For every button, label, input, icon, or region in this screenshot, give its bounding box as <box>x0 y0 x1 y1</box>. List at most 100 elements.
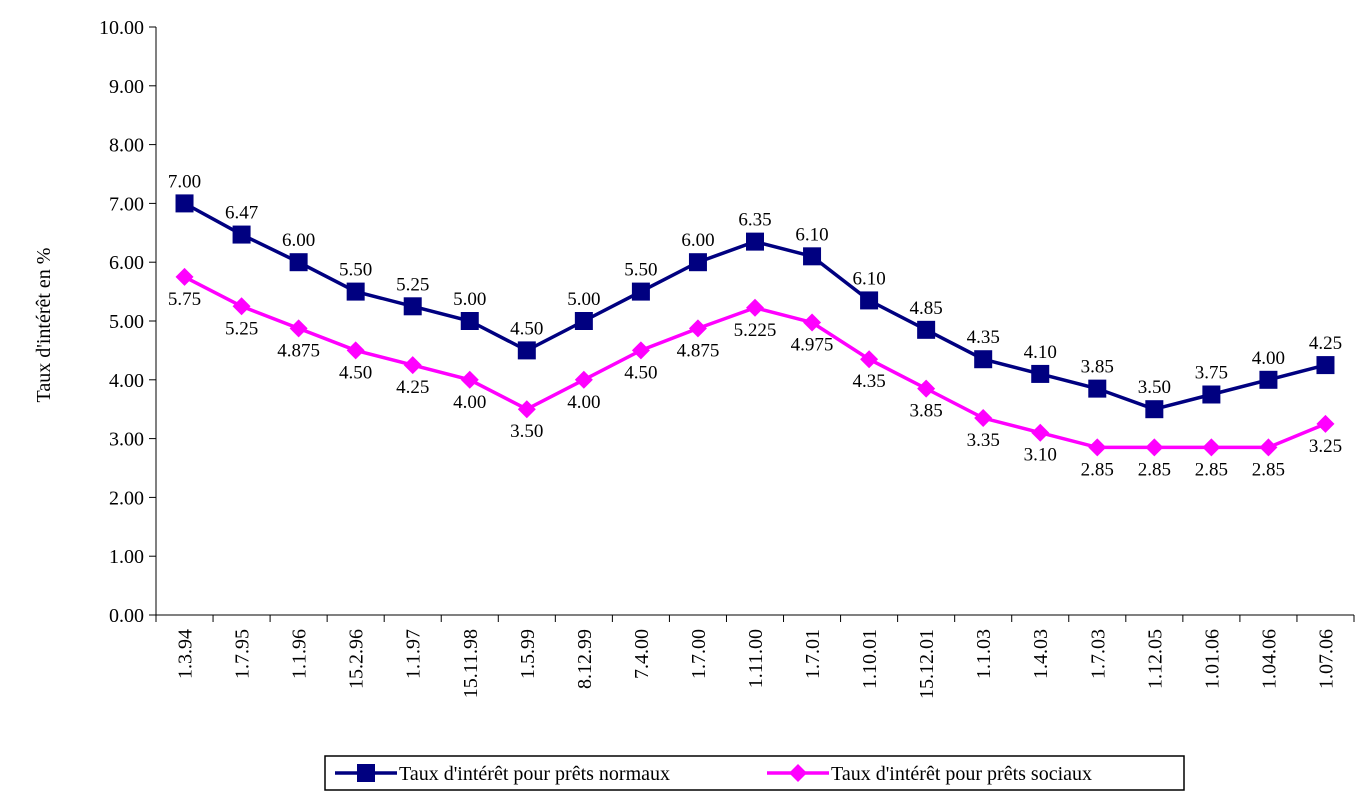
data-label: 3.35 <box>967 430 1000 451</box>
data-labels: 7.00 6.47 6.00 5.50 5.25 5.00 4.50 5.00 5.50 6.00… <box>168 171 1342 480</box>
data-label: 3.75 <box>1195 363 1228 384</box>
data-label: 4.50 <box>510 318 543 339</box>
data-label: 4.85 <box>910 298 943 319</box>
diamond-marker <box>1088 438 1107 457</box>
y-tick-label: 3.00 <box>109 429 144 451</box>
legend-square-marker <box>357 764 375 782</box>
data-label: 6.47 <box>225 203 258 224</box>
diamond-marker <box>860 350 879 369</box>
data-label: 5.00 <box>453 289 486 310</box>
x-tick-label: 1.1.96 <box>289 629 311 679</box>
data-label: 4.975 <box>791 334 834 355</box>
data-label: 5.50 <box>624 260 657 281</box>
x-tick-label: 1.07.06 <box>1315 629 1337 689</box>
data-label: 4.875 <box>277 340 320 361</box>
y-tick-label: 6.00 <box>109 252 144 274</box>
x-tick-label: 7.4.00 <box>631 629 653 679</box>
diamond-marker <box>1202 438 1221 457</box>
data-label: 4.875 <box>677 340 720 361</box>
x-tick-label: 1.11.00 <box>745 629 767 688</box>
square-marker <box>688 253 707 272</box>
series-layer <box>175 194 1335 457</box>
square-marker <box>346 282 365 301</box>
data-label: 5.50 <box>339 260 372 281</box>
x-tick-label: 1.7.00 <box>688 629 710 679</box>
data-label: 3.85 <box>910 401 943 422</box>
data-label: 3.25 <box>1309 436 1342 457</box>
y-tick-label: 10.00 <box>99 17 144 39</box>
diamond-marker <box>803 313 822 332</box>
square-marker <box>460 312 479 330</box>
diamond-marker <box>1031 423 1050 442</box>
data-label: 2.85 <box>1081 459 1114 480</box>
square-marker <box>1031 364 1050 383</box>
square-marker <box>289 253 308 272</box>
x-tick-label: 1.7.01 <box>802 629 824 679</box>
x-tick-label: 1.01.06 <box>1201 629 1223 689</box>
data-label: 6.35 <box>738 210 771 231</box>
square-marker <box>574 312 593 330</box>
square-marker <box>1259 370 1278 389</box>
x-tick-label: 1.5.99 <box>517 629 539 679</box>
legend-label: Taux d'intérêt pour prêts sociaux <box>831 763 1092 785</box>
y-axis-title: Taux d'intérêt en % <box>33 248 55 403</box>
data-label: 4.00 <box>567 392 600 413</box>
diamond-marker <box>974 409 993 428</box>
diamond-marker <box>289 319 308 338</box>
data-label: 6.10 <box>852 268 885 289</box>
data-label: 4.25 <box>1309 333 1342 354</box>
y-tick-label: 7.00 <box>109 193 144 215</box>
y-axis-ticks: 0.00 1.00 2.00 3.00 4.00 5.00 6.00 7.00 8.00 9.00… <box>99 17 156 627</box>
diamond-marker <box>688 319 707 338</box>
diamond-marker <box>460 370 479 389</box>
data-label: 4.35 <box>852 371 885 392</box>
x-tick-label: 15.11.98 <box>460 629 482 698</box>
x-tick-label: 15.12.01 <box>916 629 938 699</box>
data-label: 3.10 <box>1024 445 1057 466</box>
diamond-marker <box>917 379 936 398</box>
y-tick-label: 0.00 <box>109 605 144 627</box>
x-tick-label: 1.7.95 <box>232 629 254 679</box>
diamond-marker <box>403 356 422 375</box>
legend-item-normal-loans: Taux d'intérêt pour prêts normaux <box>335 763 670 785</box>
data-label: 4.50 <box>624 362 657 383</box>
data-label: 4.25 <box>396 377 429 398</box>
data-label: 4.00 <box>1252 348 1285 369</box>
square-marker <box>917 320 936 339</box>
x-tick-label: 1.04.06 <box>1258 629 1280 689</box>
square-marker <box>1088 379 1107 398</box>
square-marker <box>974 350 993 369</box>
data-label: 5.225 <box>734 320 777 341</box>
diamond-marker <box>1145 438 1164 457</box>
x-tick-label: 1.1.03 <box>973 629 995 679</box>
diamond-marker <box>631 341 650 360</box>
data-label: 6.00 <box>282 230 315 251</box>
square-marker <box>517 341 536 360</box>
data-label: 2.85 <box>1138 459 1171 480</box>
square-marker <box>1145 400 1164 419</box>
data-label: 2.85 <box>1252 459 1285 480</box>
square-marker <box>860 291 879 310</box>
data-label: 5.00 <box>567 289 600 310</box>
diamond-marker <box>1316 414 1335 433</box>
square-marker <box>403 297 422 316</box>
square-marker <box>1316 356 1335 375</box>
data-label: 4.35 <box>967 327 1000 348</box>
diamond-marker <box>574 370 593 389</box>
data-label: 5.75 <box>168 289 201 310</box>
diamond-marker <box>746 298 764 317</box>
x-tick-label: 1.3.94 <box>175 629 197 679</box>
data-label: 3.50 <box>1138 377 1171 398</box>
data-label: 2.85 <box>1195 459 1228 480</box>
x-tick-label: 15.2.96 <box>346 629 368 689</box>
data-label: 7.00 <box>168 171 201 192</box>
diamond-marker <box>1259 438 1278 457</box>
y-tick-label: 5.00 <box>109 311 144 333</box>
data-label: 3.50 <box>510 421 543 442</box>
legend: Taux d'intérêt pour prêts normaux Taux d'… <box>324 755 1185 791</box>
x-tick-label: 1.12.05 <box>1144 629 1166 689</box>
legend-item-social-loans: Taux d'intérêt pour prêts sociaux <box>767 763 1092 785</box>
square-marker <box>803 247 822 266</box>
x-tick-label: 1.4.03 <box>1030 629 1052 679</box>
